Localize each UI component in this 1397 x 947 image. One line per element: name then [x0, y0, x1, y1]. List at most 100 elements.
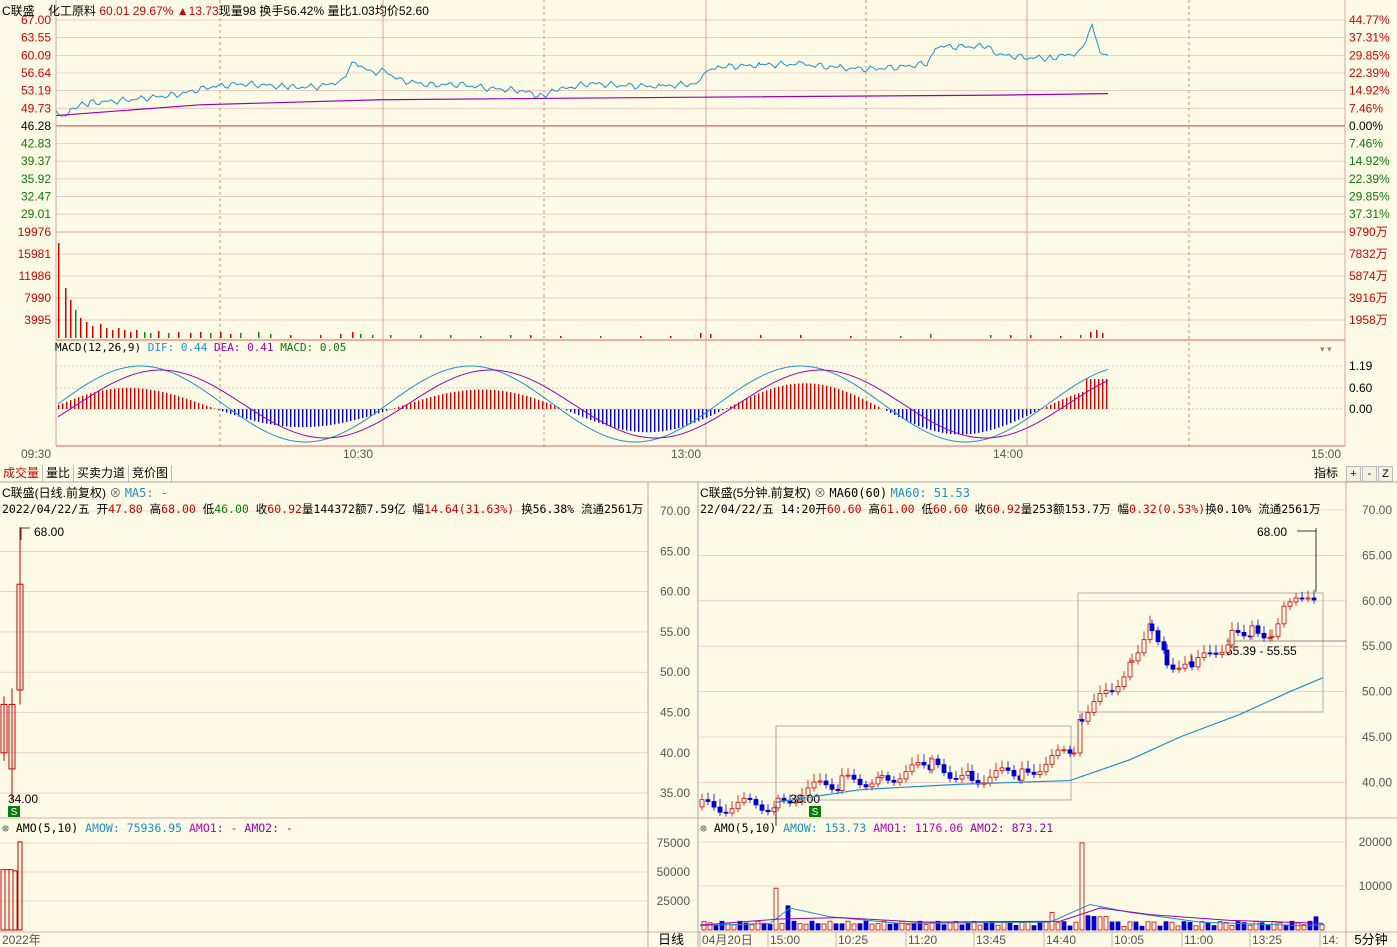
volume-bar — [92, 326, 94, 338]
daily-low-label: 低 — [202, 502, 215, 516]
min5-amo-bar — [1169, 921, 1175, 931]
daily-amt-label: 额 — [354, 502, 367, 516]
daily-candle — [16, 583, 24, 691]
min5-amo-bar — [1163, 921, 1169, 931]
macd-bar — [590, 409, 592, 420]
macd-bar — [190, 400, 192, 409]
daily-max-pointer — [20, 527, 30, 540]
min5-candle — [747, 797, 753, 800]
min5-ma-label: MA60(60) — [829, 486, 888, 500]
amo-ma10-line — [699, 907, 1324, 926]
volume-bar — [930, 334, 932, 338]
min5-close: 60.92 — [986, 502, 1021, 516]
min5-candle — [1255, 625, 1261, 634]
macd-bar — [386, 409, 388, 411]
min5-candle — [1261, 632, 1267, 639]
tab-auction[interactable]: 竞价图 — [129, 465, 173, 482]
macd-bar — [582, 409, 584, 417]
volume-bar — [390, 335, 392, 338]
volume-bar — [158, 331, 160, 338]
volume-bar — [1030, 335, 1032, 338]
intraday-chart[interactable]: 67.00 44.77% 63.55 37.31% 60.09 29.85% 56.64 22… — [0, 0, 1397, 465]
s-marker: S — [11, 807, 18, 818]
macd-bar — [642, 409, 644, 433]
volume-bar — [80, 318, 82, 338]
macd-bar — [138, 388, 140, 409]
macd-bar — [530, 397, 532, 409]
min5-amo-bar — [1001, 922, 1007, 931]
macd-bar — [170, 393, 172, 409]
tab-ratio[interactable]: 量比 — [43, 465, 75, 482]
min5-max-label: 68.00 — [1257, 525, 1287, 539]
macd-bar — [738, 402, 740, 409]
min5-price-tick: 55.00 — [1362, 639, 1392, 653]
indicator-button[interactable]: 指标 — [1314, 466, 1339, 480]
daily-amo-row: ⊗ AMO(5,10) AMOW: 75936.95 AMO1: - AMO2:… — [2, 821, 293, 835]
volume-bar — [178, 332, 180, 338]
macd-bar — [634, 409, 636, 432]
macd-bar — [1026, 409, 1028, 416]
volume-bar — [112, 330, 114, 338]
min5-amo-bar — [929, 922, 935, 931]
min5-candle — [1207, 652, 1213, 655]
min5-x-tick: 10:05 — [1114, 933, 1144, 947]
macd-bar — [518, 393, 520, 409]
min5-turnover: 0.10% — [1216, 502, 1252, 516]
min5-candle — [965, 770, 971, 776]
min5-amo-bar — [869, 923, 875, 931]
price-tick-label: 35.92 — [21, 172, 51, 186]
min5-candle — [1031, 771, 1037, 775]
min5-candle — [999, 767, 1005, 772]
min5-price-tick: 45.00 — [1362, 730, 1392, 744]
daily-ma-label: MA5: - — [124, 486, 169, 500]
macd-bar — [350, 409, 352, 422]
macd-bar — [966, 409, 968, 435]
daily-amplitude: 14.64(31.63%) — [424, 502, 515, 516]
min5-candle — [857, 778, 863, 786]
min5-amo-bar — [1067, 925, 1073, 931]
macd-bar — [422, 399, 424, 409]
macd-bar — [258, 409, 260, 422]
volume-bar — [210, 333, 212, 338]
macd-bar — [790, 384, 792, 409]
macd-bar — [618, 409, 620, 429]
macd-bar — [354, 409, 356, 421]
daily-x-label: 2022年 — [2, 933, 41, 947]
min5-amo-bar — [1175, 925, 1181, 931]
macd-bar — [174, 395, 176, 409]
daily-amp-label: 幅 — [412, 502, 425, 516]
macd-bar — [594, 409, 596, 422]
macd-bar — [846, 391, 848, 409]
macd-bar — [106, 389, 108, 409]
min5-candle — [851, 774, 857, 780]
macd-bar — [626, 409, 628, 431]
tab-buysell[interactable]: 买卖力道 — [74, 465, 130, 482]
macd-bar — [922, 409, 924, 428]
min5-candle — [875, 776, 881, 785]
min5-amo-bar — [1025, 921, 1031, 931]
pct-tick-label: 37.31% — [1349, 207, 1390, 221]
macd-bar — [898, 409, 900, 417]
tab-volume[interactable]: 成交量 — [0, 465, 44, 482]
min5-amo-bar — [1031, 925, 1037, 931]
min5-amo-bar — [1223, 922, 1229, 931]
min5-time: 14:20 — [780, 502, 816, 516]
macd-bar — [250, 409, 252, 420]
min5-candle — [929, 758, 935, 771]
min5-candle — [1077, 719, 1083, 754]
macd-bar — [786, 384, 788, 409]
macd-bar — [658, 409, 660, 432]
min5-amo-bar — [1265, 924, 1271, 931]
macd-bar — [722, 409, 724, 411]
macd-bar — [674, 409, 676, 429]
min5-amo-bar — [737, 920, 743, 931]
daily-vol-label: 量 — [301, 502, 314, 516]
pct-tick-label: 22.39% — [1349, 66, 1390, 80]
macd-bar — [462, 390, 464, 409]
macd-label: MACD(12,26,9) — [55, 341, 142, 354]
macd-bar — [754, 395, 756, 409]
min5-x-tick: 15:00 — [770, 933, 800, 947]
min5-amo-bar — [1283, 924, 1289, 931]
min5-amo-bar — [1193, 925, 1199, 931]
